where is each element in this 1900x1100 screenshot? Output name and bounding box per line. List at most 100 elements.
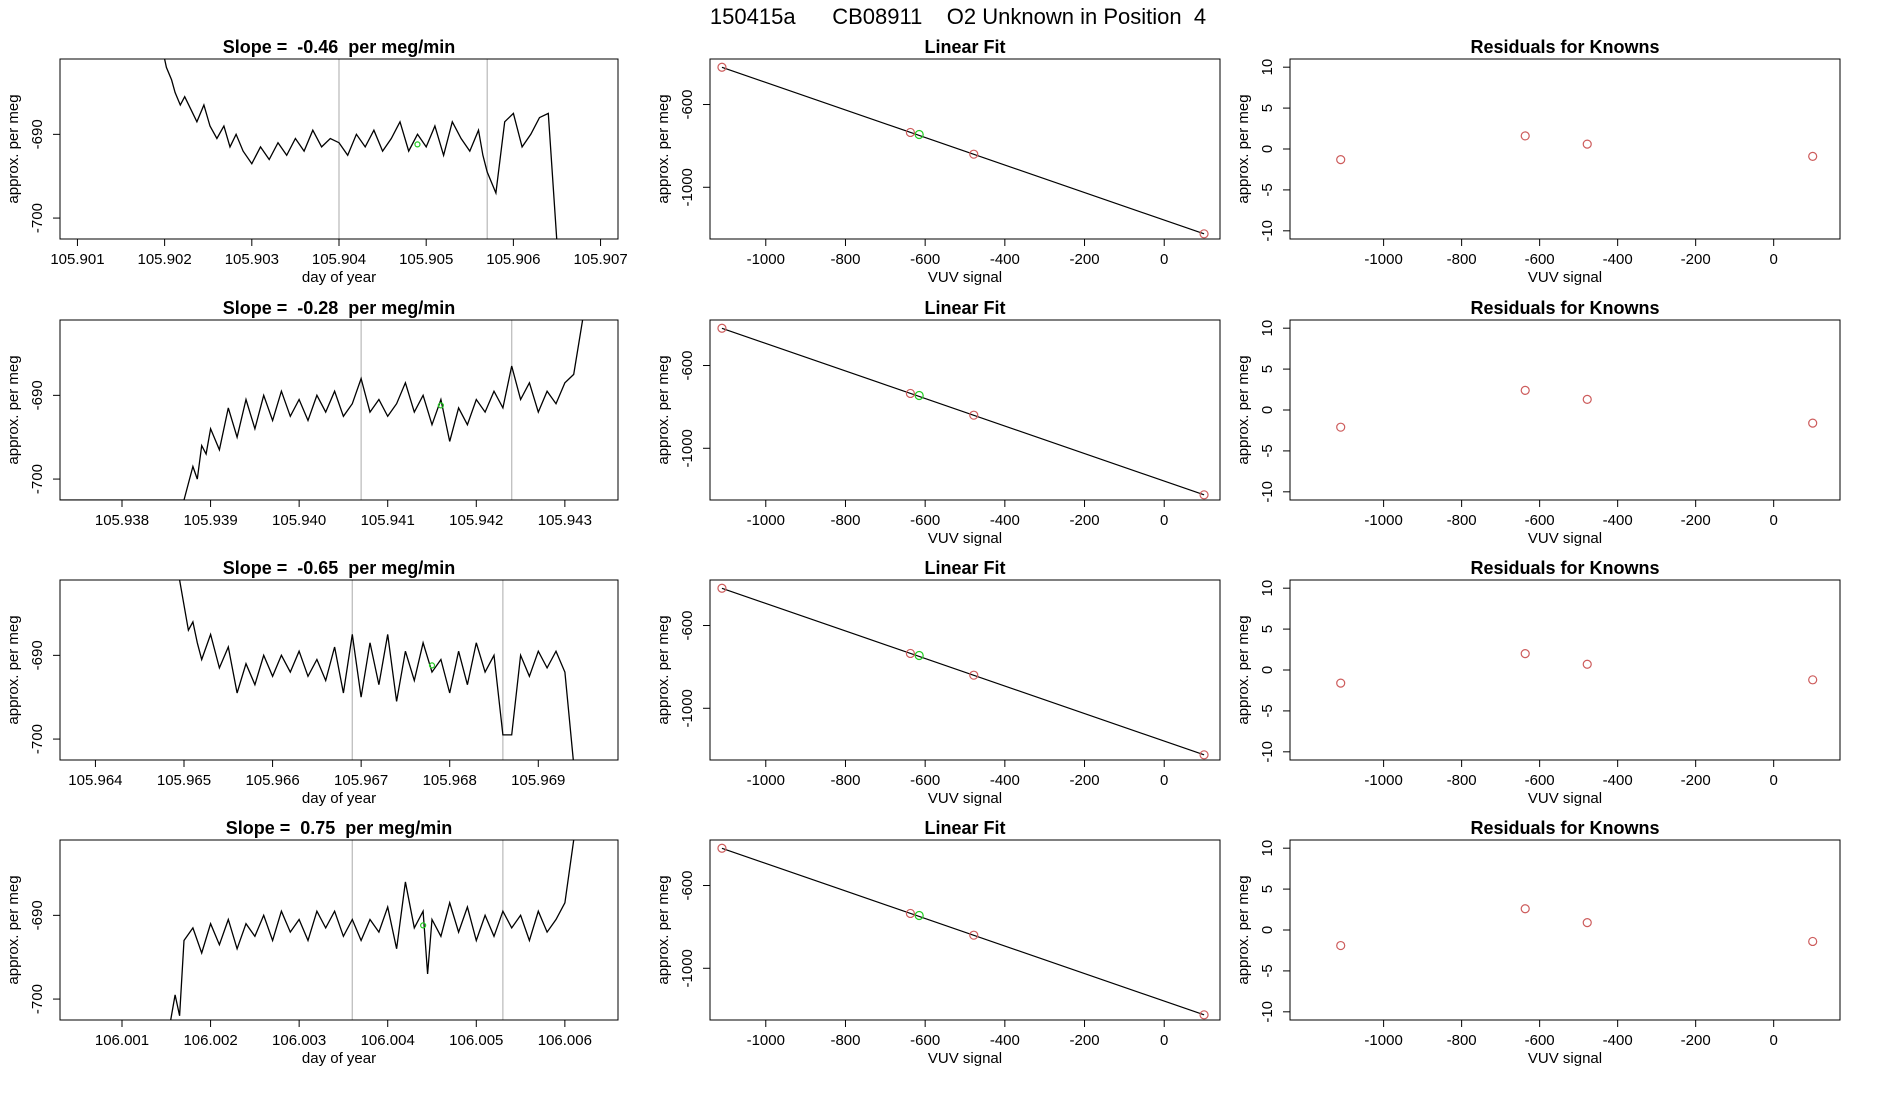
y-axis-label: approx. per meg: [655, 355, 672, 464]
y-axis-label: approx. per meg: [1235, 94, 1252, 203]
x-tick-label: 0: [1160, 251, 1168, 268]
y-tick-label: 0: [1259, 926, 1276, 934]
panel-title: Slope = 0.75 per meg/min: [226, 818, 453, 838]
y-axis-label: approx. per meg: [1235, 875, 1252, 984]
x-axis-label: VUV signal: [1528, 530, 1602, 547]
x-tick-label: 106.005: [449, 1032, 503, 1049]
unknown-point: [414, 141, 421, 148]
chart-panels: Slope = -0.46 per meg/min 105.901 105.902 1…: [5, 37, 1841, 1067]
x-tick-label: -600: [910, 251, 940, 268]
x-tick-label: 105.969: [511, 772, 565, 789]
y-tick-label: 10: [1259, 320, 1276, 337]
plot-frame: [59, 839, 619, 1021]
y-tick-label: -700: [29, 984, 46, 1014]
panel-title: Slope = -0.46 per meg/min: [223, 37, 456, 57]
known-point: [1199, 750, 1209, 760]
x-tick-label: -1000: [747, 772, 785, 789]
x-tick-label: -600: [1525, 1032, 1555, 1049]
plot-data: [60, 320, 584, 500]
y-tick-label: -600: [679, 611, 696, 641]
x-tick-label: -600: [1525, 772, 1555, 789]
residual-point: [1808, 675, 1818, 685]
plot-frame: [1289, 319, 1841, 501]
figure-title: 150415a CB08911 O2 Unknown in Position 4: [710, 4, 1206, 29]
x-tick-label: -1000: [747, 251, 785, 268]
y-tick-label: 5: [1259, 104, 1276, 112]
x-tick-label: -400: [1603, 512, 1633, 529]
residual-point: [1582, 139, 1592, 149]
x-axis-label: VUV signal: [928, 1050, 1002, 1067]
panel-2: Linear Fit -1000 -800 -600 -400 -200 0 VUV sign…: [655, 37, 1221, 286]
y-tick-label: -5: [1259, 964, 1276, 977]
y-tick-label: 0: [1259, 666, 1276, 674]
x-tick-label: -600: [910, 772, 940, 789]
plot-data: [717, 323, 1209, 500]
x-tick-label: 105.901: [50, 251, 104, 268]
known-point: [717, 323, 727, 333]
residual-point: [1336, 940, 1346, 951]
x-axis-label: VUV signal: [1528, 269, 1602, 286]
x-tick-label: 105.943: [538, 512, 592, 529]
panel-title: Residuals for Knowns: [1470, 558, 1659, 578]
residual-point: [1520, 649, 1530, 659]
x-tick-label: -400: [990, 251, 1020, 268]
panel-6: Residuals for Knowns-1000 -800 -600 -400 -20…: [1235, 298, 1841, 547]
panel-title: Linear Fit: [924, 818, 1005, 838]
plot-frame: [709, 579, 1221, 761]
y-axis-label: approx. per meg: [5, 615, 22, 724]
x-axis-label: VUV signal: [928, 269, 1002, 286]
x-axis-label: day of year: [302, 1050, 376, 1067]
residual-point: [1582, 659, 1592, 669]
x-tick-label: -200: [1681, 251, 1711, 268]
known-point: [717, 583, 727, 593]
y-tick-label: -5: [1259, 444, 1276, 457]
unknown-point: [420, 922, 427, 929]
y-axis-label: approx. per meg: [655, 875, 672, 984]
plot-frame: [709, 319, 1221, 501]
residual-point: [1808, 151, 1818, 161]
y-tick-label: -1000: [679, 429, 696, 467]
x-tick-label: -1000: [1364, 1032, 1402, 1049]
x-tick-label: 105.904: [312, 251, 366, 268]
x-tick-label: -600: [1525, 251, 1555, 268]
panel-title: Linear Fit: [924, 558, 1005, 578]
plot-frame: [1289, 58, 1841, 240]
y-axis-label: approx. per meg: [5, 355, 22, 464]
panel-7: Slope = -0.65 per meg/min 105.964 105.965 1…: [5, 558, 619, 807]
plot-frame: [709, 839, 1221, 1021]
panel-8: Linear Fit -1000 -800 -600 -400 -200 0 VUV sign…: [655, 558, 1221, 807]
x-tick-label: -800: [830, 251, 860, 268]
y-tick-label: -690: [29, 119, 46, 149]
y-tick-label: 5: [1259, 885, 1276, 893]
plot-data: [1336, 131, 1818, 165]
y-tick-label: -1000: [679, 949, 696, 987]
known-point: [1199, 490, 1209, 500]
plot-frame: [59, 579, 619, 761]
x-tick-label: 105.939: [183, 512, 237, 529]
x-tick-label: 0: [1160, 772, 1168, 789]
x-axis-label: day of year: [302, 790, 376, 807]
unknown-point: [914, 129, 924, 140]
plot-data: [1336, 649, 1818, 688]
y-tick-label: -700: [29, 464, 46, 494]
x-tick-label: 105.902: [138, 251, 192, 268]
x-tick-label: 0: [1160, 512, 1168, 529]
panel-title: Slope = -0.65 per meg/min: [223, 558, 456, 578]
panel-9: Residuals for Knowns-1000 -800 -600 -400 -20…: [1235, 558, 1841, 807]
panel-title: Linear Fit: [924, 37, 1005, 57]
x-axis-label: VUV signal: [1528, 790, 1602, 807]
x-tick-label: -1000: [1364, 251, 1402, 268]
known-point: [905, 908, 916, 919]
y-tick-label: -1000: [679, 689, 696, 727]
residual-point: [1520, 131, 1530, 141]
known-point: [969, 410, 979, 420]
unknown-point: [914, 390, 924, 401]
plot-data: [170, 840, 575, 1020]
fit-line: [721, 66, 1205, 235]
x-tick-label: -200: [1070, 251, 1100, 268]
known-point: [905, 388, 916, 399]
y-axis-label: approx. per meg: [5, 94, 22, 203]
y-axis-label: approx. per meg: [5, 875, 22, 984]
x-tick-label: 105.940: [272, 512, 326, 529]
